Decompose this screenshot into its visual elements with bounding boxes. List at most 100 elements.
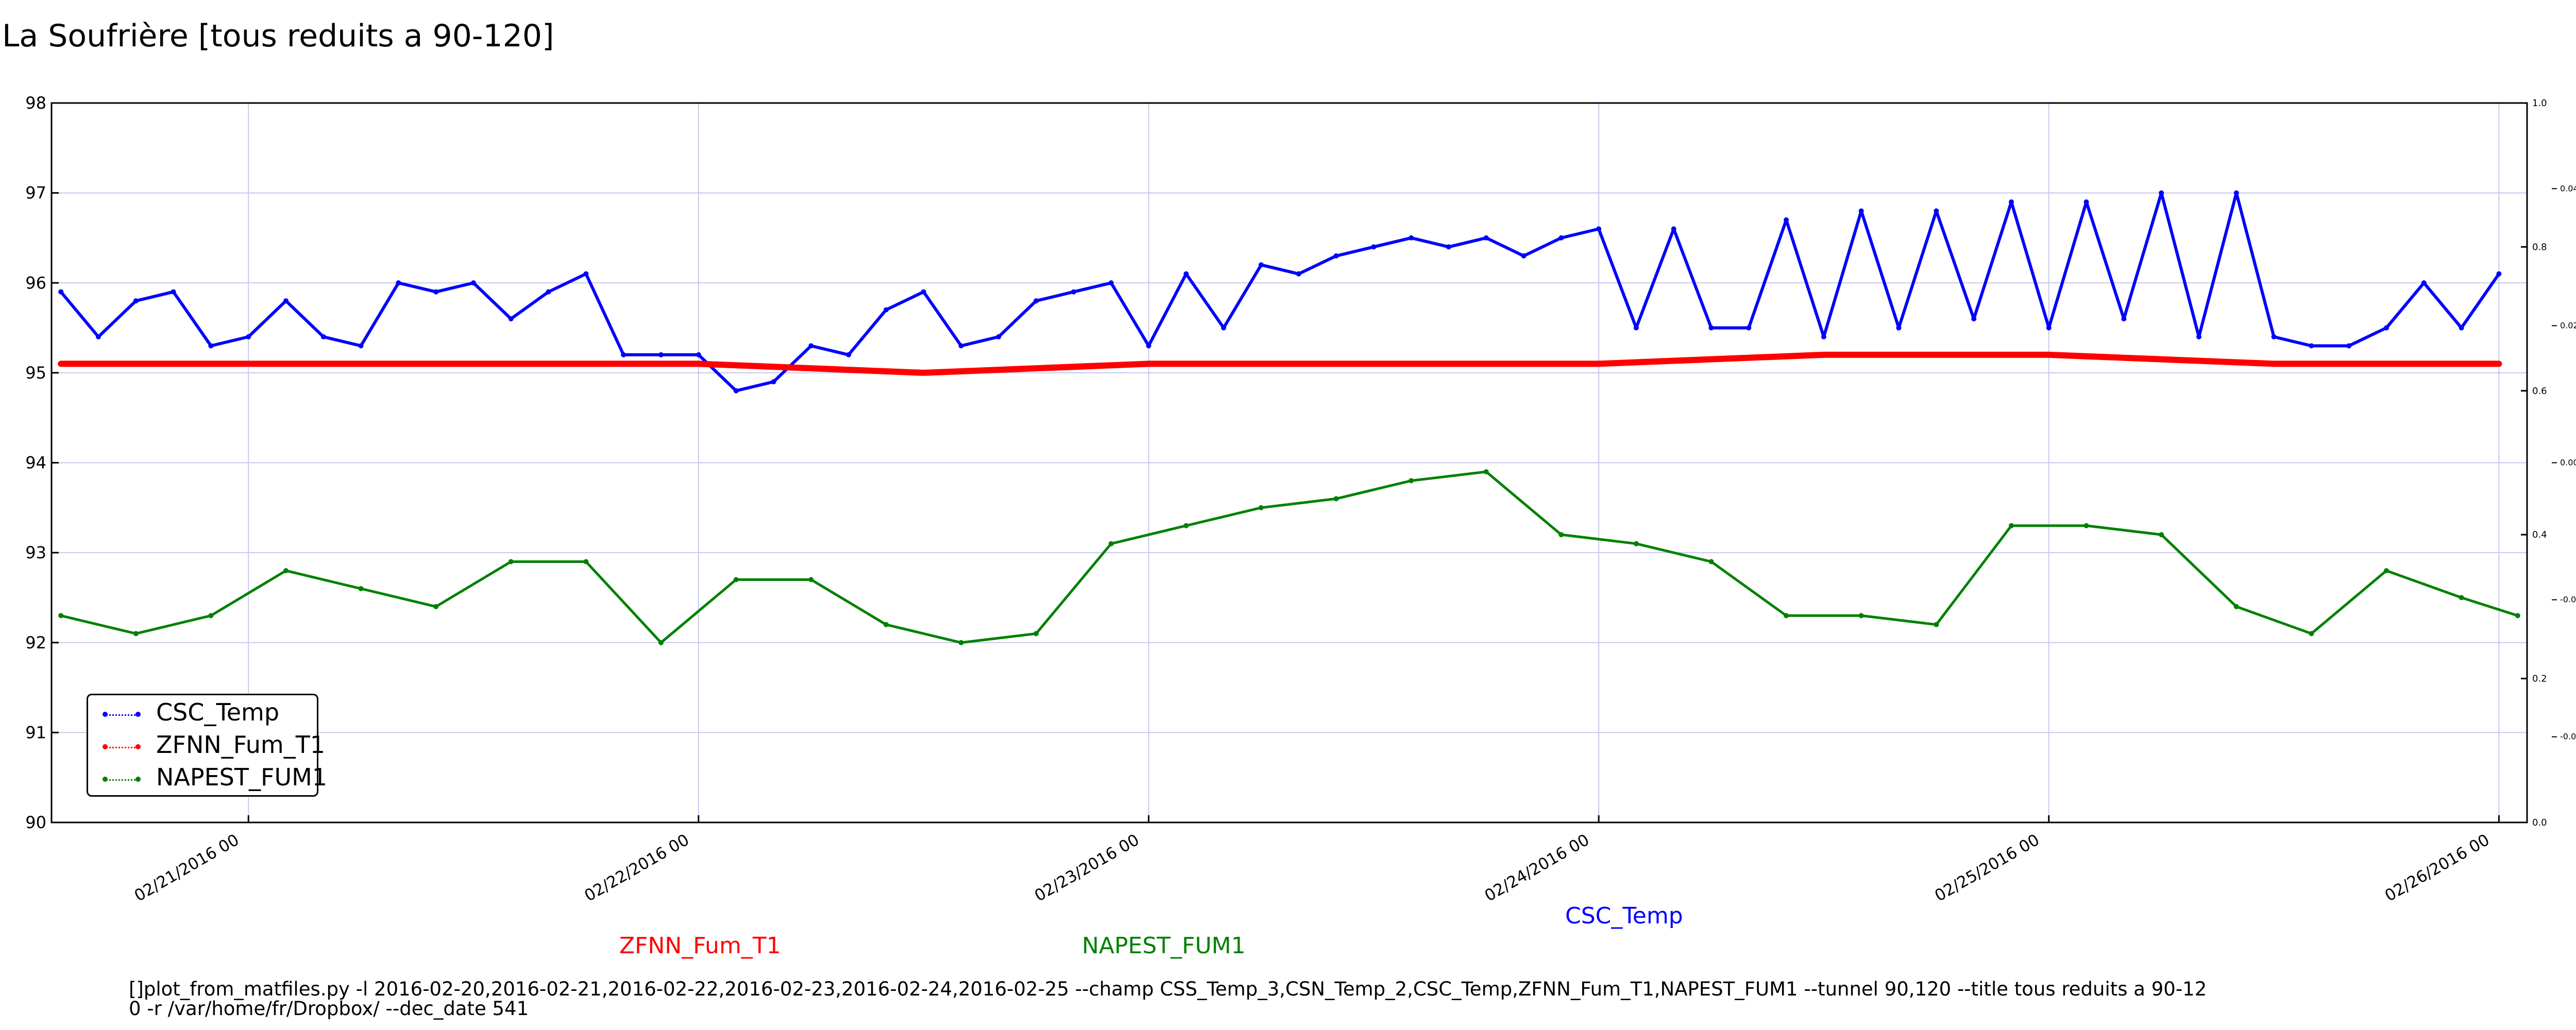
legend-entry: ZFNN_Fum_T1 <box>88 731 325 762</box>
left-y-axis: 90 91 92 93 94 95 96 97 98 <box>25 93 59 832</box>
data-point <box>433 289 439 295</box>
data-point <box>1296 271 1301 277</box>
data-point <box>471 280 476 286</box>
right-y-axis-secondary: -0.04 -0.02 0.00 0.02 0.04 <box>2552 183 2576 742</box>
data-point <box>246 361 251 367</box>
data-point <box>883 307 889 313</box>
data-point <box>846 352 852 357</box>
data-point <box>58 361 64 367</box>
right-secondary-tick-label: 0.04 <box>2560 183 2576 193</box>
data-point <box>2459 595 2464 600</box>
data-point <box>546 289 551 295</box>
data-point <box>583 271 589 277</box>
data-point <box>2009 199 2014 205</box>
data-point <box>320 334 326 339</box>
data-point <box>2271 334 2277 339</box>
series-line-csc-temp <box>59 191 2501 392</box>
data-point <box>208 613 214 619</box>
data-point <box>733 577 739 582</box>
data-point <box>2233 190 2239 196</box>
data-point <box>1858 613 1864 619</box>
legend-dot-marker <box>135 777 141 782</box>
data-point <box>283 568 289 574</box>
data-point <box>2159 190 2164 196</box>
footer-label-napest-fum1: NAPEST_FUM1 <box>1082 933 1246 959</box>
data-point <box>2309 343 2314 349</box>
data-point <box>1821 352 1826 357</box>
data-point <box>696 361 701 367</box>
right-tick-label: 0.6 <box>2532 386 2547 397</box>
data-point <box>1896 325 1902 331</box>
data-point <box>2515 613 2520 619</box>
data-point <box>508 559 514 564</box>
data-point <box>471 361 476 367</box>
data-point <box>433 604 439 609</box>
data-point <box>696 352 701 357</box>
right-secondary-tick-label: 0.00 <box>2560 458 2576 468</box>
legend-dot-marker <box>135 712 141 717</box>
y-tick-label: 96 <box>25 273 46 293</box>
data-point <box>2309 631 2314 637</box>
data-point <box>1333 253 1339 259</box>
right-tick-label: 0.8 <box>2532 242 2547 252</box>
data-point <box>1784 613 1789 619</box>
data-point <box>1671 226 1676 232</box>
data-point <box>133 298 139 304</box>
data-point <box>1558 532 1564 538</box>
data-point <box>358 343 364 349</box>
data-point <box>1708 325 1714 331</box>
y-tick-label: 90 <box>25 813 46 832</box>
legend-label: NAPEST_FUM1 <box>156 763 328 791</box>
data-point <box>1333 496 1339 502</box>
data-point <box>1934 208 1939 214</box>
data-point <box>1071 289 1076 295</box>
data-point <box>1371 361 1377 367</box>
data-point <box>133 631 139 637</box>
data-point <box>1409 235 1414 241</box>
data-point <box>2009 523 2014 528</box>
data-point <box>921 370 926 375</box>
x-tick-label: 02/22/2016 00 <box>581 831 692 905</box>
data-point <box>58 613 64 619</box>
data-point <box>508 316 514 322</box>
right-secondary-tick-label: 0.02 <box>2560 320 2576 330</box>
page-title: La Soufrière [tous reduits a 90-120] <box>2 18 554 54</box>
y-tick-label: 94 <box>25 453 46 473</box>
data-point <box>1258 505 1264 510</box>
x-tick-label: 02/26/2016 00 <box>2382 831 2493 905</box>
data-point <box>771 379 776 385</box>
right-y-axis-primary: 0.0 0.2 0.4 0.6 0.8 1.0 <box>2521 98 2547 828</box>
data-point <box>2083 199 2089 205</box>
legend-dot-marker <box>103 777 108 782</box>
data-point <box>2233 604 2239 609</box>
data-point <box>1821 334 1826 339</box>
data-point <box>1784 217 1789 222</box>
legend-label: ZFNN_Fum_T1 <box>156 731 326 759</box>
data-point <box>1183 271 1189 277</box>
data-point <box>2421 280 2427 286</box>
data-point <box>58 289 64 295</box>
x-tick-label: 02/24/2016 00 <box>1482 831 1592 905</box>
data-point <box>1446 244 1451 250</box>
series-layer <box>58 190 2520 645</box>
y-tick-label: 95 <box>25 363 46 383</box>
right-secondary-tick-label: -0.02 <box>2560 595 2576 605</box>
legend: CSC_Temp ZFNN_Fum_T1 NAPEST_FUM1 <box>87 694 327 797</box>
data-point <box>1258 262 1264 268</box>
data-point <box>2459 325 2464 331</box>
data-point <box>1708 559 1714 564</box>
data-point <box>1483 469 1489 474</box>
data-point <box>2196 334 2201 339</box>
data-point <box>1483 235 1489 241</box>
data-point <box>1371 244 1377 250</box>
data-point <box>208 343 214 349</box>
data-point <box>808 577 814 582</box>
data-point <box>1183 523 1189 528</box>
legend-entry: NAPEST_FUM1 <box>88 764 327 795</box>
data-point <box>1146 343 1151 349</box>
data-point <box>1596 361 1602 367</box>
data-point <box>1521 253 1527 259</box>
data-point <box>958 640 964 645</box>
legend-dot-marker <box>103 712 108 717</box>
footer-label-csc-temp: CSC_Temp <box>1565 903 1683 929</box>
